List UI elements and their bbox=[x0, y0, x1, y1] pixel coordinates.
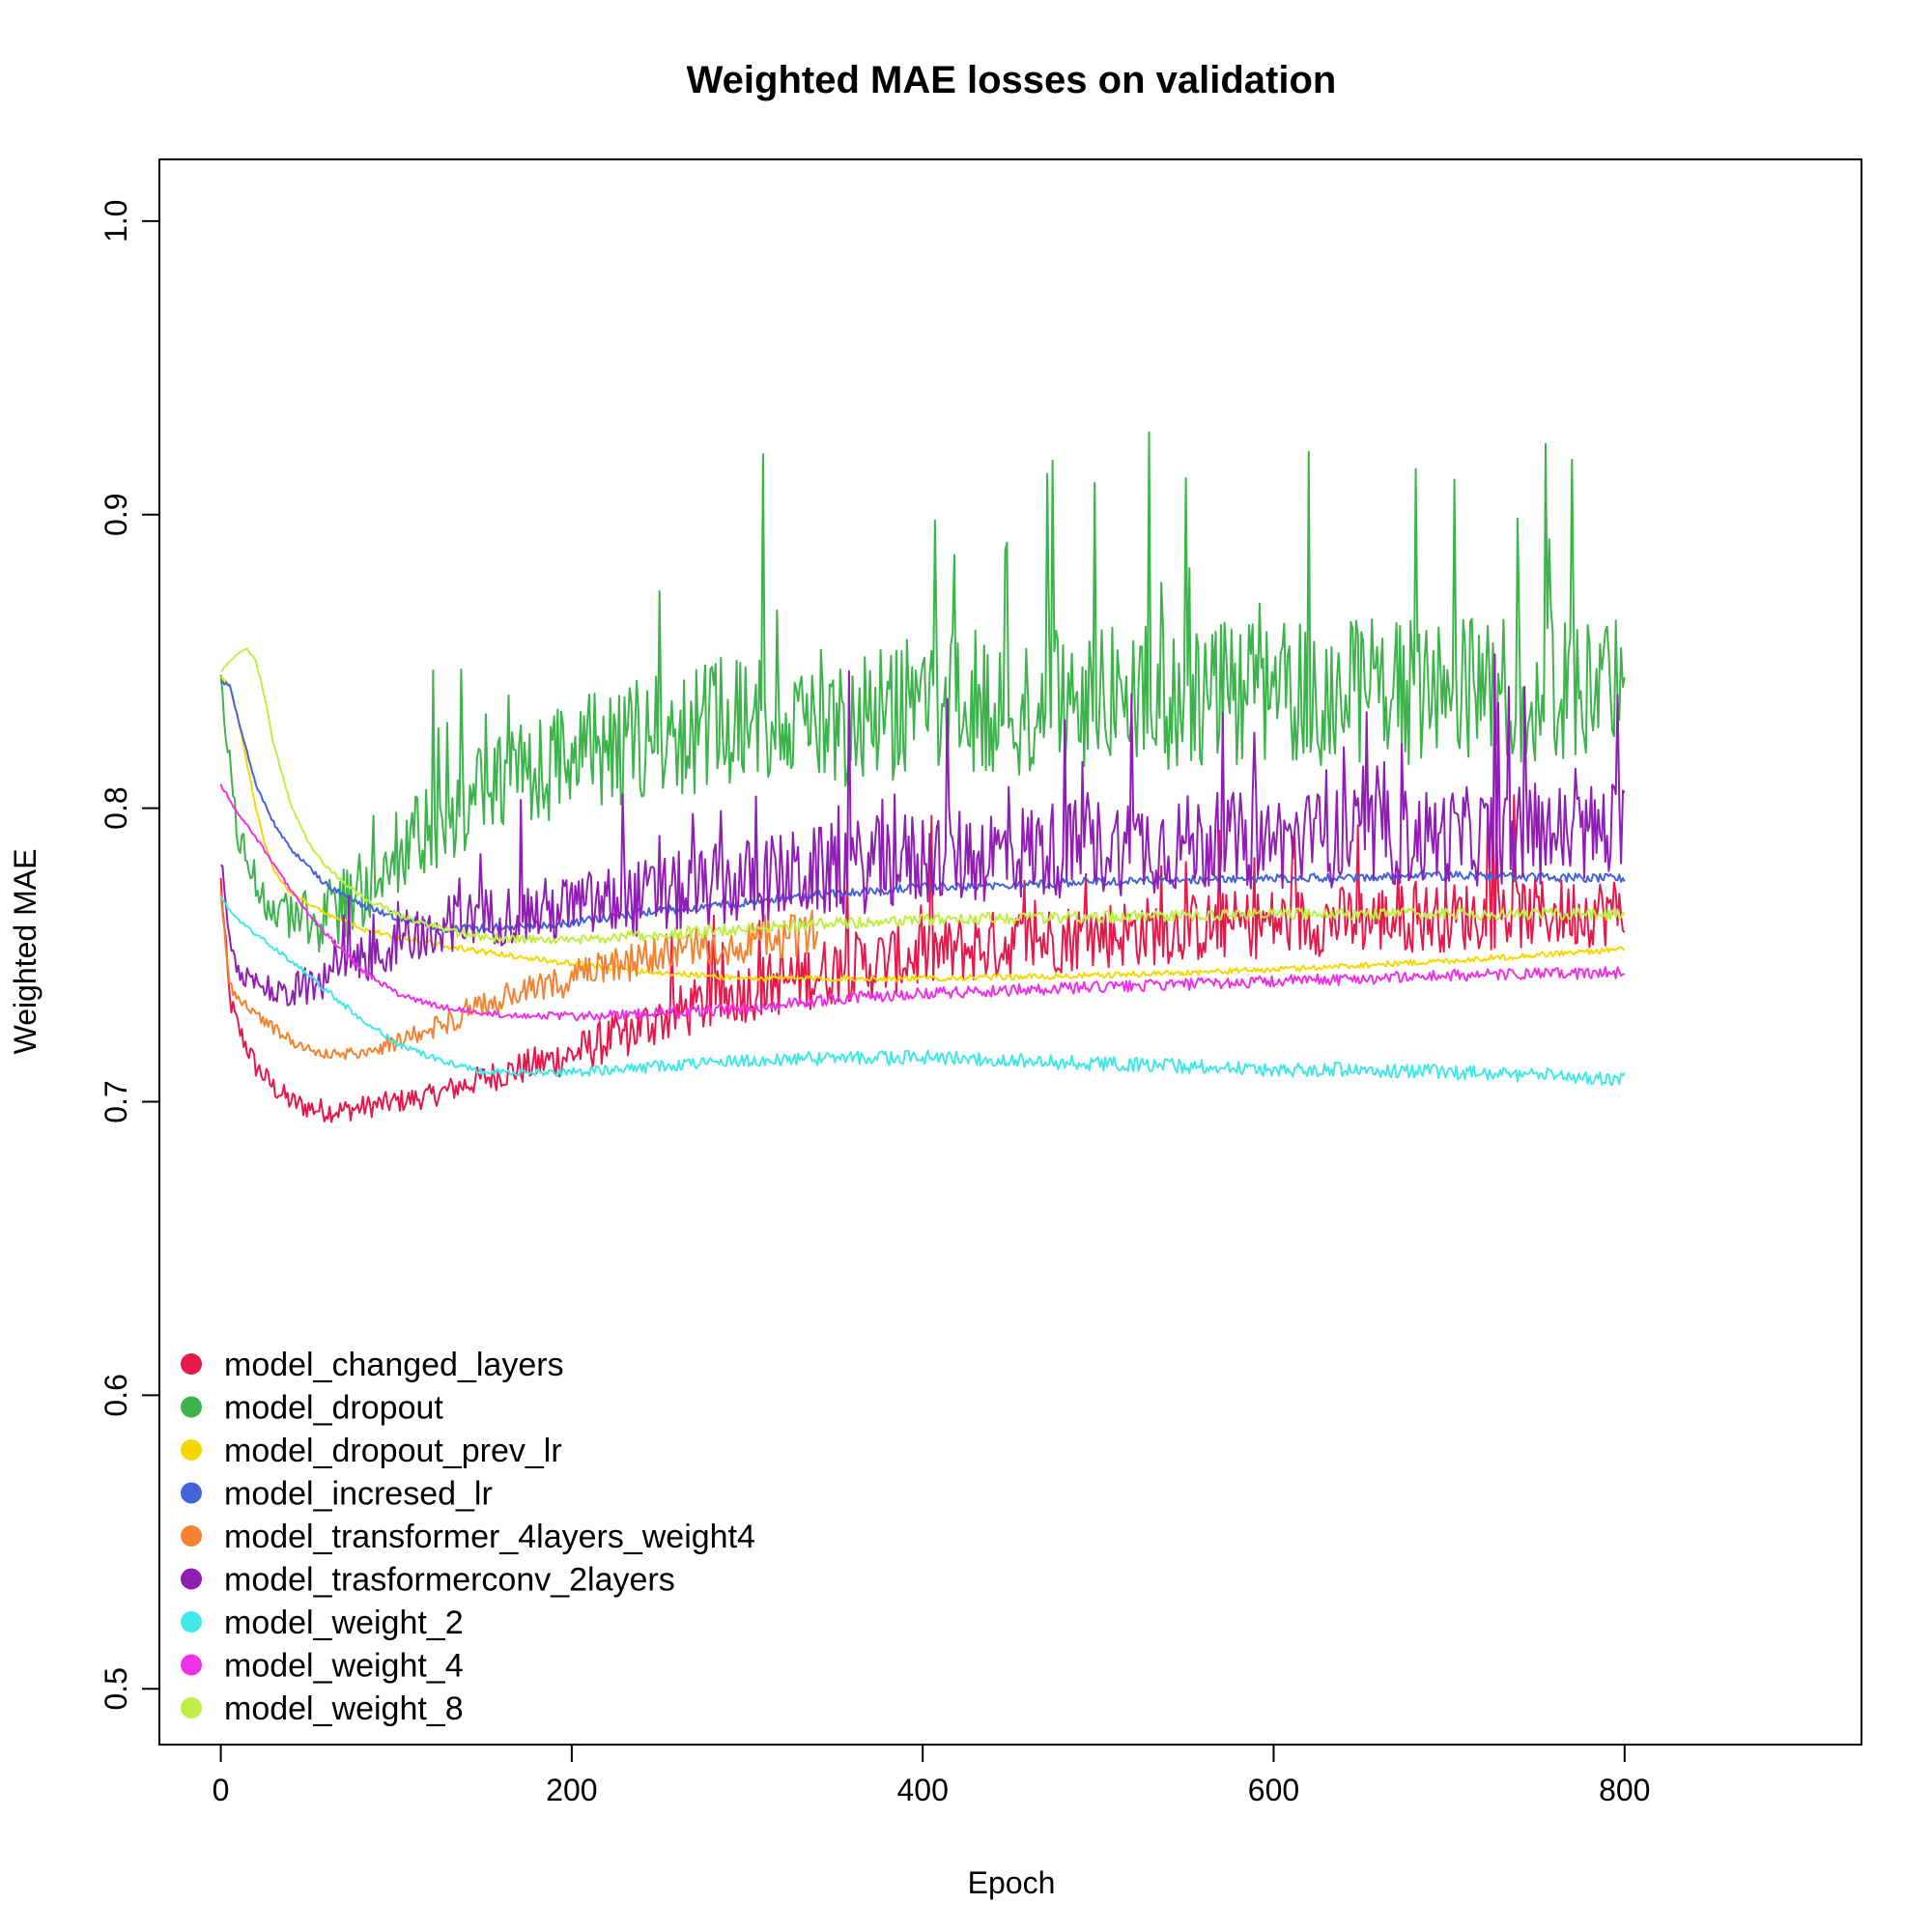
series-line-model_changed_layers bbox=[219, 794, 1626, 1123]
series-line-model_dropout_prev_lr bbox=[219, 675, 1626, 982]
y-tick-label: 0.7 bbox=[99, 1080, 133, 1122]
y-axis: 0.5 0.6 0.7 0.8 0.9 1.0 bbox=[99, 200, 160, 1711]
legend-marker bbox=[181, 1353, 202, 1375]
legend-label: model_weight_4 bbox=[224, 1648, 464, 1685]
legend: model_changed_layers model_dropout model_d… bbox=[181, 1347, 755, 1727]
legend-label: model_dropout bbox=[224, 1390, 443, 1427]
series-line-model_weight_4 bbox=[219, 783, 1625, 1022]
series-line-model_weight_8 bbox=[220, 647, 1626, 945]
y-axis-label: Weighted MAE bbox=[8, 849, 43, 1055]
series-line-model_dropout bbox=[219, 431, 1626, 953]
y-tick-label: 0.9 bbox=[99, 493, 133, 535]
x-tick-label: 400 bbox=[896, 1773, 948, 1807]
legend-label: model_transformer_4layers_weight4 bbox=[224, 1519, 755, 1555]
series-line-model_trasformerconv_2layers bbox=[219, 653, 1626, 1007]
series-layer bbox=[219, 431, 1626, 1123]
legend-marker bbox=[181, 1525, 202, 1547]
legend-label: model_dropout_prev_lr bbox=[224, 1433, 562, 1469]
legend-label: model_incresed_lr bbox=[224, 1476, 493, 1513]
legend-marker bbox=[181, 1611, 202, 1633]
x-tick-label: 600 bbox=[1248, 1773, 1299, 1807]
legend-label: model_changed_layers bbox=[224, 1347, 564, 1383]
legend-label: model_weight_2 bbox=[224, 1605, 464, 1641]
legend-marker bbox=[181, 1697, 202, 1719]
x-tick-label: 200 bbox=[546, 1773, 597, 1807]
legend-marker bbox=[181, 1654, 202, 1676]
x-axis: 0 200 400 600 800 bbox=[213, 1744, 1650, 1807]
series-line-model_weight_2 bbox=[219, 895, 1626, 1087]
legend-marker bbox=[181, 1439, 202, 1461]
legend-marker bbox=[181, 1396, 202, 1418]
y-tick-label: 0.6 bbox=[99, 1374, 133, 1416]
legend-label: model_weight_8 bbox=[224, 1690, 464, 1727]
chart-title: Weighted MAE losses on validation bbox=[687, 59, 1337, 101]
y-tick-label: 0.8 bbox=[99, 786, 133, 829]
legend-label: model_trasformerconv_2layers bbox=[224, 1562, 675, 1599]
x-tick-label: 800 bbox=[1599, 1773, 1650, 1807]
series-line-model_transformer_4layers_weight4 bbox=[219, 892, 819, 1061]
y-tick-label: 0.5 bbox=[99, 1667, 133, 1710]
legend-marker bbox=[181, 1568, 202, 1590]
x-tick-label: 0 bbox=[213, 1773, 230, 1807]
legend-marker bbox=[181, 1482, 202, 1504]
y-tick-label: 1.0 bbox=[99, 200, 133, 242]
x-axis-label: Epoch bbox=[968, 1865, 1056, 1900]
